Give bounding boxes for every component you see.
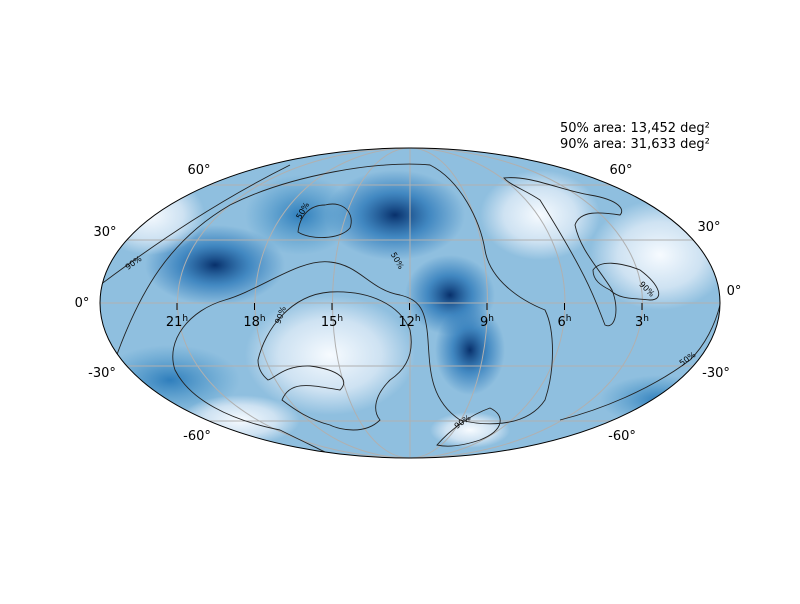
lon-unit: h: [566, 314, 572, 324]
lat-label: 60°: [609, 163, 632, 178]
lon-label: 12h: [398, 314, 420, 330]
lon-label: 15h: [321, 314, 343, 330]
lat-label: 0°: [75, 296, 90, 311]
lon-label: 21h: [166, 314, 188, 330]
lon-label: 6h: [558, 314, 572, 330]
lon-label: 9h: [480, 314, 494, 330]
lon-label: 3h: [635, 314, 649, 330]
lon-label: 18h: [243, 314, 265, 330]
map-frame: [99, 147, 721, 459]
lat-label: 60°: [187, 163, 210, 178]
lat-label: 0°: [727, 284, 742, 299]
lon-unit: h: [182, 314, 188, 324]
lon-hours: 12: [398, 315, 415, 330]
longitude-labels: 21h 18h 15h 12h 9h 6h 3h: [166, 303, 649, 330]
lat-label: -30°: [88, 366, 116, 381]
lon-unit: h: [643, 314, 649, 324]
lon-hours: 21: [166, 315, 183, 330]
lat-label: -60°: [608, 429, 636, 444]
lon-unit: h: [415, 314, 421, 324]
lon-hours: 9: [480, 315, 488, 330]
lon-hours: 3: [635, 315, 643, 330]
lon-unit: h: [260, 314, 266, 324]
lat-label: 30°: [93, 225, 116, 240]
lon-hours: 18: [243, 315, 260, 330]
area-90: 90% area: 31,633 deg²: [560, 137, 710, 152]
lon-hours: 15: [321, 315, 338, 330]
lat-label: -30°: [702, 366, 730, 381]
lon-unit: h: [337, 314, 343, 324]
lat-label: 30°: [697, 220, 720, 235]
lat-label: -60°: [183, 429, 211, 444]
lon-hours: 6: [558, 315, 566, 330]
area-50: 50% area: 13,452 deg²: [560, 121, 710, 136]
lon-unit: h: [488, 314, 494, 324]
contours: [100, 163, 720, 453]
